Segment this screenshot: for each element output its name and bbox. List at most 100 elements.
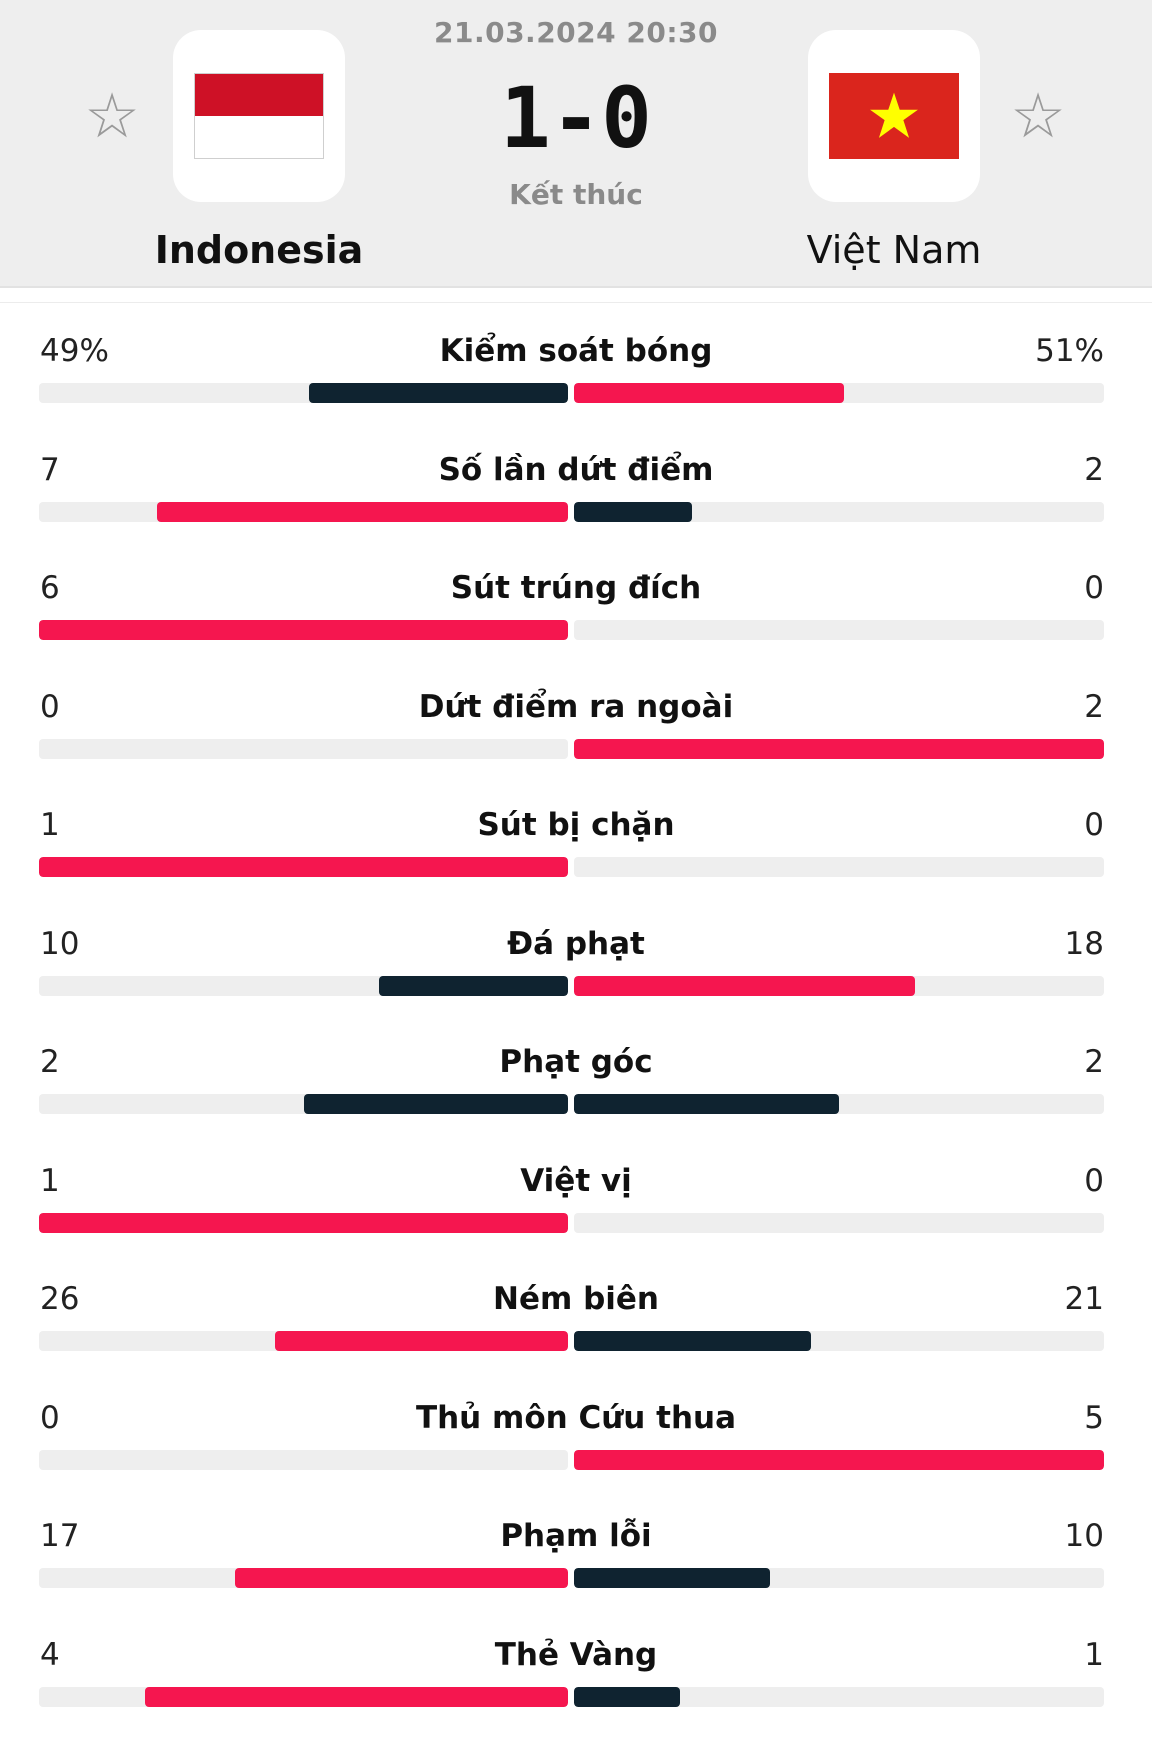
stat-home-bar: [308, 383, 568, 403]
stat-home-bar: [156, 501, 568, 522]
away-team-logo[interactable]: [808, 30, 980, 202]
stat-home-bar-track: [39, 1331, 568, 1351]
stat-label: Ném biên: [493, 1281, 659, 1317]
stat-away-bar-track: [574, 857, 1104, 877]
stat-away-bar-track: [574, 501, 1104, 522]
stat-home-bar-track: [39, 501, 568, 522]
divider: [0, 288, 1152, 303]
stat-label: Kiểm soát bóng: [439, 333, 713, 369]
stat-row: 1 Việt vị 0: [0, 1133, 1152, 1252]
stat-away-bar-track: [574, 620, 1104, 640]
stat-row: 49% Kiểm soát bóng 51%: [0, 303, 1152, 422]
stat-away-bar: [574, 1449, 1104, 1470]
stat-home-value: 49%: [40, 333, 109, 369]
stat-home-value: 1: [40, 1162, 60, 1199]
stat-away-value: 1: [1084, 1636, 1104, 1673]
stat-home-bar: [39, 857, 568, 877]
stat-home-bar: [39, 620, 568, 640]
stat-away-value: 0: [1084, 1162, 1104, 1199]
stat-home-bar: [39, 1212, 568, 1233]
stat-home-bar-track: [39, 1686, 568, 1707]
stat-label: Phạm lỗi: [500, 1518, 652, 1554]
stat-home-bar: [234, 1568, 568, 1588]
stat-away-bar: [574, 383, 845, 403]
stat-away-bar: [574, 1331, 811, 1351]
stat-away-bar-track: [574, 1094, 1104, 1114]
stat-row: 26 Ném biên 21: [0, 1251, 1152, 1370]
stat-away-bar: [574, 1686, 680, 1707]
stat-home-bar-track: [39, 1094, 568, 1114]
stat-label: Số lần dứt điểm: [438, 451, 714, 488]
away-team-name[interactable]: Việt Nam: [806, 228, 982, 272]
stat-away-bar-track: [574, 1449, 1104, 1470]
stat-home-bar-track: [39, 738, 568, 759]
stat-away-bar-track: [574, 1212, 1104, 1233]
stat-row: 6 Sút trúng đích 0: [0, 540, 1152, 659]
stat-label: Đá phạt: [507, 925, 645, 962]
stat-away-value: 2: [1084, 1044, 1104, 1080]
stat-away-bar-track: [574, 738, 1104, 759]
stat-home-value: 6: [40, 570, 60, 606]
favorite-home-star-icon[interactable]: ☆: [84, 79, 140, 152]
stat-away-bar-track: [574, 1331, 1104, 1351]
stat-away-bar: [574, 1568, 771, 1588]
home-team-logo[interactable]: [173, 30, 345, 202]
stat-away-value: 2: [1084, 451, 1104, 488]
stat-home-bar-track: [39, 1212, 568, 1233]
indonesia-flag-icon: [194, 73, 324, 159]
stat-away-bar: [574, 738, 1104, 759]
stat-label: Dứt điểm ra ngoài: [418, 688, 734, 725]
flag-star-icon: [870, 92, 918, 138]
stat-label: Việt vị: [520, 1162, 632, 1199]
stat-home-bar-track: [39, 1568, 568, 1588]
stat-home-value: 2: [40, 1044, 60, 1080]
match-score: 1-0: [500, 69, 652, 167]
stat-away-value: 10: [1064, 1518, 1104, 1554]
stat-away-value: 51%: [1035, 333, 1104, 369]
stat-label: Thủ môn Cứu thua: [415, 1399, 737, 1436]
stat-home-bar-track: [39, 975, 568, 996]
stat-home-bar: [144, 1686, 568, 1707]
stat-home-value: 7: [40, 451, 60, 488]
stat-home-bar-track: [39, 1449, 568, 1470]
stat-row: 17 Phạm lỗi 10: [0, 1488, 1152, 1607]
stat-home-value: 0: [40, 688, 60, 725]
stat-label: Phạt góc: [499, 1044, 653, 1080]
stat-away-value: 0: [1084, 570, 1104, 606]
stat-away-value: 2: [1084, 688, 1104, 725]
stat-row: 7 Số lần dứt điểm 2: [0, 422, 1152, 541]
home-team-name[interactable]: Indonesia: [154, 228, 364, 272]
stat-home-value: 26: [40, 1281, 80, 1317]
stat-away-value: 0: [1084, 807, 1104, 843]
stat-home-bar-track: [39, 383, 568, 403]
stat-away-bar-track: [574, 1686, 1104, 1707]
stat-home-bar-track: [39, 620, 568, 640]
stat-home-bar: [275, 1331, 568, 1351]
stat-home-bar: [379, 975, 568, 996]
stat-home-value: 10: [40, 925, 80, 962]
stat-away-bar: [574, 975, 915, 996]
stat-row: 0 Thủ môn Cứu thua 5: [0, 1370, 1152, 1489]
stat-row: 1 Sút bị chặn 0: [0, 777, 1152, 896]
favorite-away-star-icon[interactable]: ☆: [1010, 79, 1066, 152]
stat-row: 10 Đá phạt 18: [0, 896, 1152, 1015]
stat-away-bar-track: [574, 1568, 1104, 1588]
match-header: ☆ Indonesia 21.03.2024 20:30 1-0 Kết thú…: [0, 0, 1152, 288]
stats-list: 49% Kiểm soát bóng 51% 7 Số lần dứt điểm 2 6 Sú…: [0, 303, 1152, 1725]
stat-label: Thẻ Vàng: [494, 1636, 658, 1673]
stat-home-value: 17: [40, 1518, 80, 1554]
stat-home-value: 1: [40, 807, 60, 843]
stat-row: 4 Thẻ Vàng 1: [0, 1607, 1152, 1726]
stat-away-bar-track: [574, 383, 1104, 403]
stat-away-value: 5: [1084, 1399, 1104, 1436]
stat-label: Sút trúng đích: [450, 570, 702, 606]
match-status: Kết thúc: [509, 178, 643, 211]
stat-away-bar-track: [574, 975, 1104, 996]
stat-away-value: 18: [1064, 925, 1104, 962]
match-datetime: 21.03.2024 20:30: [433, 16, 718, 49]
stat-row: 0 Dứt điểm ra ngoài 2: [0, 659, 1152, 778]
stat-home-value: 4: [40, 1636, 60, 1673]
stat-away-bar: [574, 501, 692, 522]
vietnam-flag-icon: [829, 73, 959, 159]
stat-row: 2 Phạt góc 2: [0, 1014, 1152, 1133]
